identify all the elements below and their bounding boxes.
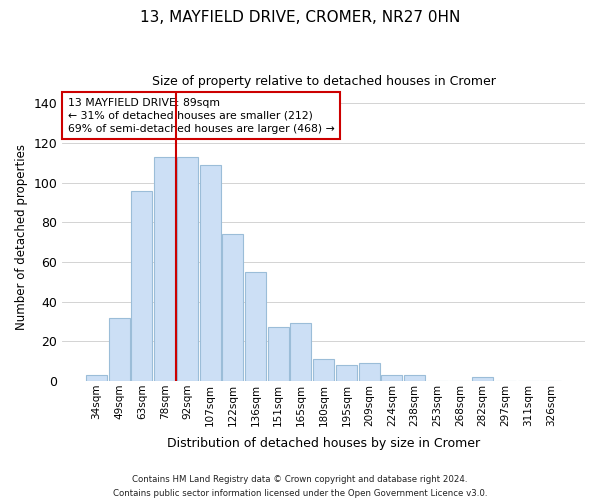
Bar — [268, 328, 289, 381]
Bar — [223, 234, 243, 381]
Title: Size of property relative to detached houses in Cromer: Size of property relative to detached ho… — [152, 75, 496, 88]
Bar — [200, 165, 221, 381]
Bar — [336, 365, 357, 381]
Bar — [177, 157, 198, 381]
Bar — [382, 375, 402, 381]
Text: 13 MAYFIELD DRIVE: 89sqm
← 31% of detached houses are smaller (212)
69% of semi-: 13 MAYFIELD DRIVE: 89sqm ← 31% of detach… — [68, 98, 334, 134]
Bar — [472, 377, 493, 381]
Bar — [313, 359, 334, 381]
Text: 13, MAYFIELD DRIVE, CROMER, NR27 0HN: 13, MAYFIELD DRIVE, CROMER, NR27 0HN — [140, 10, 460, 25]
Bar — [109, 318, 130, 381]
Bar — [131, 190, 152, 381]
X-axis label: Distribution of detached houses by size in Cromer: Distribution of detached houses by size … — [167, 437, 480, 450]
Bar — [154, 157, 175, 381]
Text: Contains HM Land Registry data © Crown copyright and database right 2024.
Contai: Contains HM Land Registry data © Crown c… — [113, 476, 487, 498]
Bar — [86, 375, 107, 381]
Bar — [404, 375, 425, 381]
Bar — [290, 324, 311, 381]
Y-axis label: Number of detached properties: Number of detached properties — [15, 144, 28, 330]
Bar — [245, 272, 266, 381]
Bar — [359, 363, 380, 381]
